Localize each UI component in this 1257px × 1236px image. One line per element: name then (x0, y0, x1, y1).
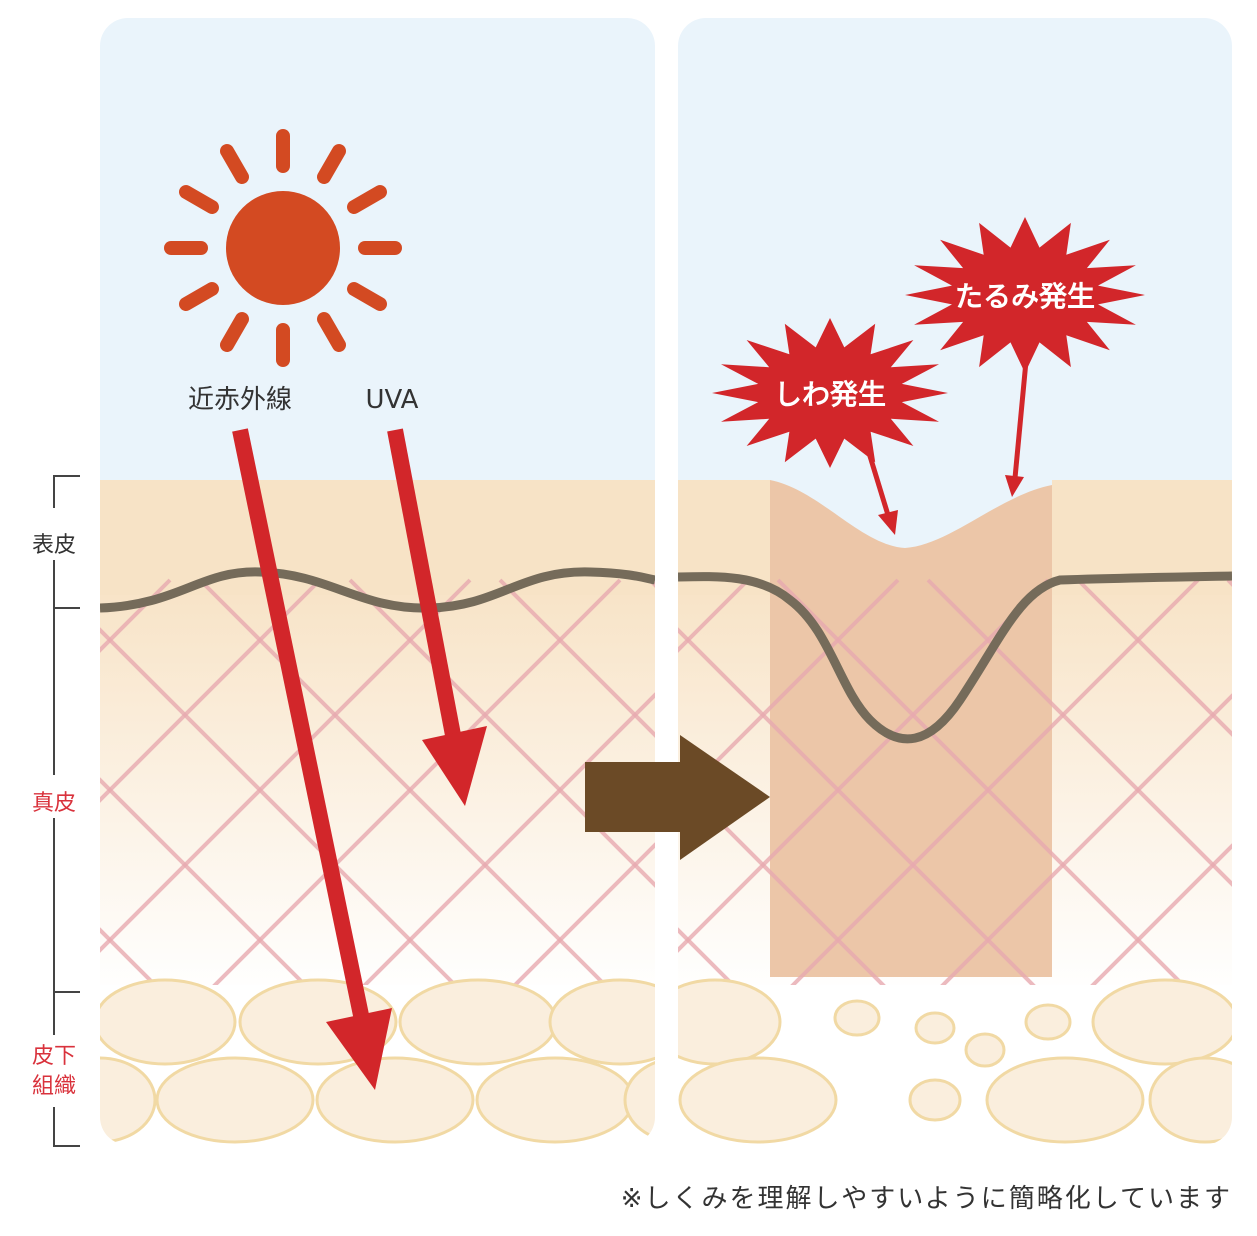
fat-cell (908, 1078, 962, 1122)
fat-cell (1024, 1003, 1072, 1041)
footnote: ※しくみを理解しやすいように簡略化しています (621, 1184, 1232, 1214)
sun-ray (179, 282, 219, 311)
wrinkle-burst-icon (712, 318, 948, 468)
dermis-label: 真皮 (32, 791, 76, 816)
fat-cell (1148, 1056, 1232, 1144)
nir-arrow (232, 428, 392, 1090)
fat-cells (100, 978, 655, 1144)
skin-surface-dip (770, 470, 1052, 548)
collagen-fiber (100, 578, 472, 1002)
collagen-fiber (498, 578, 655, 1002)
sun-icon (164, 129, 402, 367)
fat-cell (548, 978, 655, 1066)
fat-cell (623, 1056, 655, 1144)
collagen-fiber (1226, 578, 1232, 1002)
fat-cell (985, 1056, 1145, 1144)
epidermis-label: 表皮 (32, 533, 76, 558)
fat-cell (678, 978, 782, 1066)
dermis-layer (100, 595, 655, 995)
fat-cell (398, 978, 558, 1066)
collagen-fiber (100, 578, 322, 1002)
fat-cells-shrunken (678, 978, 1232, 1144)
sun-ray (220, 312, 249, 352)
damaged-zone (770, 480, 1052, 977)
sagging-label: たるみ発生 (955, 280, 1095, 313)
collagen-fiber (1076, 578, 1232, 1002)
collagen-fiber (0, 580, 20, 1000)
collagen-fiber (348, 578, 655, 1002)
fat-cell (155, 1056, 315, 1144)
fat-cell (833, 999, 881, 1037)
uva-arrow (387, 428, 487, 806)
fat-cell (100, 978, 237, 1066)
fat-cell (678, 1056, 838, 1144)
sun-ray (317, 312, 346, 352)
nir-label: 近赤外線 (188, 385, 292, 415)
sun-ray (220, 144, 249, 184)
collagen-fiber (498, 578, 655, 1002)
collagen-fibers (0, 578, 655, 1002)
collagen-fiber (926, 578, 1232, 1002)
sun-ray (317, 144, 346, 184)
collagen-fiber (678, 578, 1050, 1002)
fat-cell (100, 1056, 157, 1144)
after-panel (678, 18, 1232, 1145)
fat-cell (475, 1056, 635, 1144)
collagen-fiber (1076, 578, 1232, 1002)
collagen-fiber (1226, 578, 1232, 1002)
sun-ray (347, 185, 387, 214)
subcutis-label-line2: 組織 (32, 1074, 76, 1099)
basement-membrane-wrinkle (678, 571, 1232, 744)
collagen-fiber (198, 578, 622, 1002)
collagen-fiber (0, 580, 20, 1000)
transition-arrow (585, 735, 770, 860)
collagen-fibers (678, 578, 1232, 1002)
sun-ray (179, 185, 219, 214)
collagen-fiber (776, 578, 1200, 1002)
fat-cell (964, 1032, 1006, 1068)
subcutis-label-line1: 皮下 (32, 1044, 76, 1069)
sun-ray (347, 282, 387, 311)
fat-cell (1091, 978, 1232, 1066)
sagging-burst-icon (905, 217, 1145, 373)
basement-membrane-line (100, 567, 655, 613)
fat-cell (914, 1011, 956, 1045)
fat-cell (315, 1056, 475, 1144)
uva-label: UVA (366, 385, 419, 415)
layer-scale (53, 475, 80, 1147)
wrinkle-label: しわ発生 (774, 378, 886, 411)
